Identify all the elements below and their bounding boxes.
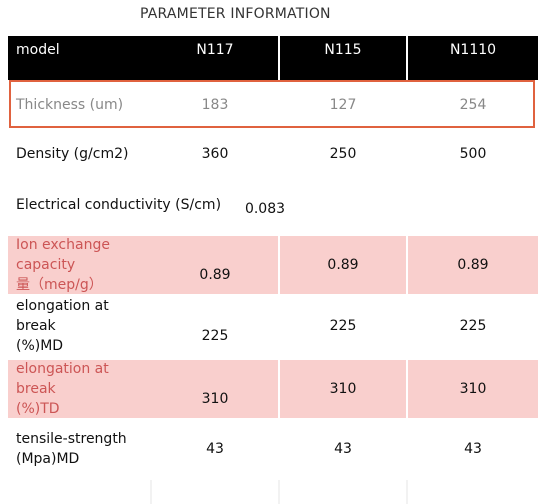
cell-value: 43 (206, 441, 224, 457)
cell-value: 310 (408, 360, 538, 418)
row-label: tensile-strength (Mpa)MD (16, 431, 127, 467)
row-label: elongation at break (%)TD (8, 360, 152, 418)
page-title: PARAMETER INFORMATION (140, 6, 331, 22)
row-label: Density (g/cm2) (16, 146, 129, 162)
header-cell: N1110 (408, 36, 538, 80)
highlight-outline (9, 80, 535, 128)
cell-value: 225 (201, 328, 229, 344)
row-label: Ion exchange capacity 量（mep/g） (8, 236, 152, 294)
cell-value: 0.083 (244, 201, 286, 217)
row-label: Electrical conductivity (S/cm) (16, 197, 222, 213)
cell-value: 500 (459, 146, 487, 162)
cell-value: 0.89 (152, 236, 278, 294)
column-separator (406, 480, 408, 504)
row-label: Thickness (um) (16, 97, 124, 113)
cell-value: 183 (201, 97, 229, 113)
cell-value: 43 (464, 441, 482, 457)
cell-value: 310 (152, 360, 278, 418)
cell-value: 43 (334, 441, 352, 457)
cell-value: 310 (280, 360, 406, 418)
cell-value: 127 (329, 97, 357, 113)
cell-value: 225 (329, 318, 357, 334)
column-separator (278, 480, 280, 504)
header-cell: model (8, 36, 152, 80)
header-cell: N115 (280, 36, 406, 80)
cell-value: 254 (459, 97, 487, 113)
cell-value: 0.89 (280, 236, 406, 294)
cell-value: 360 (201, 146, 229, 162)
column-separator (150, 480, 152, 504)
cell-value: 225 (459, 318, 487, 334)
cell-value: 250 (329, 146, 357, 162)
cell-value: 0.89 (408, 236, 538, 294)
header-cell: N117 (152, 36, 278, 80)
row-label: elongation at break (%)MD (16, 298, 109, 354)
